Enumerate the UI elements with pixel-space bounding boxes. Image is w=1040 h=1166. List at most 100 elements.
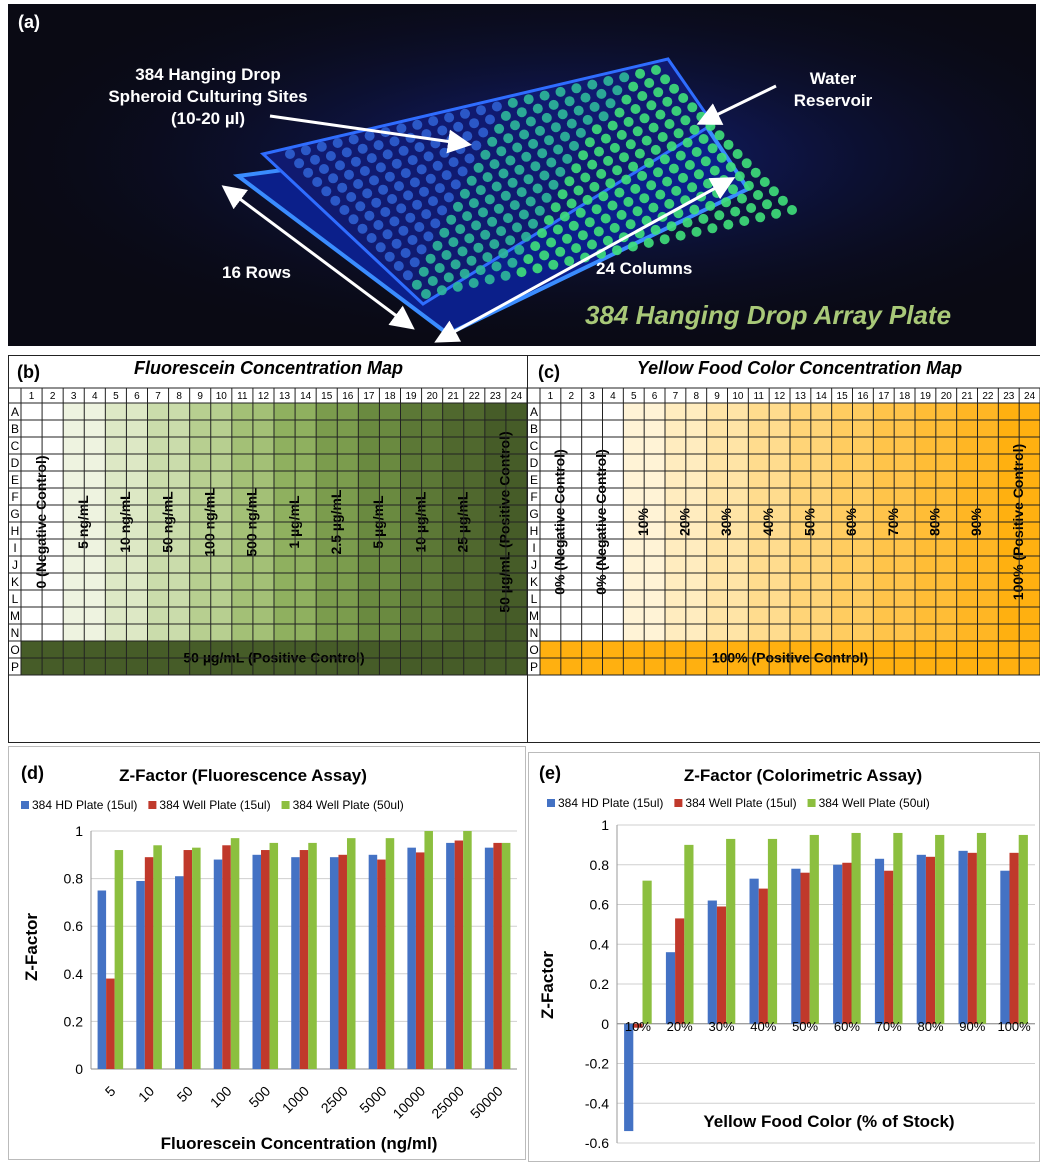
column-number: 2 <box>568 391 574 402</box>
well <box>498 168 509 179</box>
column-number: 12 <box>774 391 786 402</box>
well <box>403 190 414 201</box>
row-letter: J <box>12 558 18 572</box>
well <box>657 132 668 142</box>
bar <box>1009 852 1019 1024</box>
well <box>539 250 550 261</box>
well <box>762 199 772 210</box>
well <box>673 208 684 219</box>
well <box>487 136 498 147</box>
column-number: 14 <box>816 391 828 402</box>
bar <box>1000 870 1010 1024</box>
well <box>594 146 604 157</box>
well <box>436 285 447 296</box>
well <box>469 118 480 129</box>
row-letter: M <box>529 609 539 623</box>
water-label-line-1: Water <box>809 69 857 88</box>
well <box>455 224 466 235</box>
well <box>587 239 597 250</box>
well <box>371 197 382 208</box>
bar <box>291 857 300 1069</box>
bar <box>484 847 494 1069</box>
well <box>612 245 622 256</box>
column-number: 17 <box>878 391 890 402</box>
bar <box>749 878 759 1024</box>
well <box>421 209 432 220</box>
well <box>777 195 788 206</box>
well <box>432 240 443 251</box>
legend-entry: 384 Well Plate (15ul) <box>685 796 796 810</box>
well <box>718 175 729 185</box>
row-letter: A <box>11 405 19 419</box>
well <box>730 206 741 217</box>
well <box>482 172 493 183</box>
bar <box>726 838 736 1024</box>
y-tick-label: -0.2 <box>585 1056 609 1072</box>
well <box>375 162 386 173</box>
well <box>432 160 443 171</box>
column-number: 11 <box>237 391 248 402</box>
well <box>414 142 425 153</box>
x-tick-label: 500 <box>246 1083 274 1111</box>
sites-label: 384 Hanging Drop Spheroid Culturing Site… <box>78 64 338 130</box>
well <box>427 276 438 286</box>
well <box>625 139 636 150</box>
well <box>564 256 575 267</box>
well <box>657 211 668 222</box>
well <box>455 144 466 155</box>
well <box>614 107 625 118</box>
bar <box>851 832 861 1024</box>
x-tick-label: 10 <box>135 1083 157 1105</box>
well <box>641 135 652 146</box>
well <box>487 216 498 227</box>
well <box>439 227 450 238</box>
well <box>707 143 718 154</box>
bar <box>222 845 231 1069</box>
well <box>671 185 682 196</box>
well <box>505 235 516 246</box>
well <box>446 214 457 225</box>
well <box>593 226 604 237</box>
column-number: 5 <box>631 391 637 402</box>
well <box>703 178 713 189</box>
bar <box>976 832 987 1024</box>
well <box>350 156 361 167</box>
legend-swatch <box>807 799 816 807</box>
fluorescence-chart: (d) Z-Factor (Fluorescence Assay) 384 HD P… <box>21 763 517 1153</box>
x-axis-title: Fluorescein Concentration (ng/ml) <box>161 1134 438 1153</box>
well <box>732 149 743 159</box>
bar <box>967 852 977 1024</box>
row-letter: F <box>530 490 537 504</box>
well <box>496 146 507 157</box>
well <box>359 166 370 176</box>
colorimetric-chart: (e) Z-Factor (Colorimetric Assay) 384 HD P… <box>538 763 1035 1151</box>
column-number: 1 <box>548 391 554 402</box>
well <box>541 112 552 123</box>
well <box>684 160 695 170</box>
well <box>587 159 598 170</box>
well <box>530 161 541 172</box>
row-letter: L <box>531 592 538 606</box>
row-letter: J <box>531 558 537 572</box>
well <box>505 155 516 166</box>
well <box>605 178 616 189</box>
y-tick-label: 0.4 <box>64 966 84 982</box>
well <box>571 243 582 254</box>
well <box>644 78 655 88</box>
well <box>557 109 568 120</box>
well <box>382 229 393 240</box>
column-number: 22 <box>982 391 994 402</box>
fluorescein-map-grid: 0 (Negative Control) 5 ng/mL 10 ng/mL 50 ng… <box>9 387 528 676</box>
well <box>491 181 502 192</box>
well <box>500 270 511 281</box>
bar <box>213 859 223 1069</box>
x-tick-label: 50% <box>792 1019 818 1034</box>
well <box>457 246 468 257</box>
legend-entry: 384 Well Plate (50ul) <box>819 796 930 810</box>
well <box>612 85 623 96</box>
legend-swatch <box>674 799 683 807</box>
legend-swatch <box>281 801 290 809</box>
well <box>621 94 632 105</box>
well <box>614 187 625 198</box>
x-tick-label: 5000 <box>356 1083 389 1116</box>
